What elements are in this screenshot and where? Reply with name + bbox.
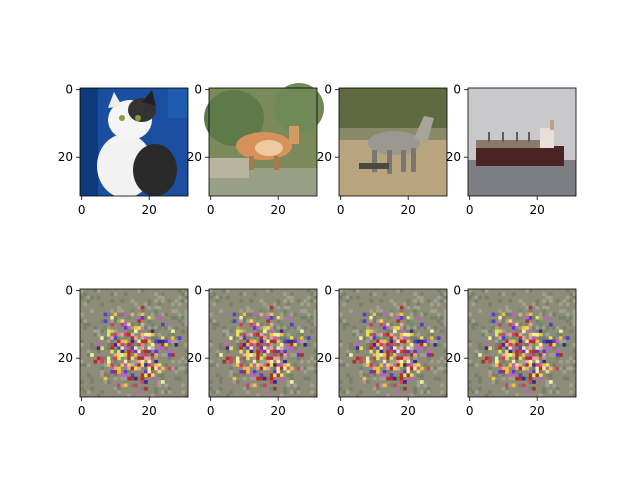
- y-tick-label: 0: [194, 284, 202, 298]
- x-tick-label: 0: [466, 203, 474, 217]
- x-tick-label: 0: [337, 203, 345, 217]
- axis-frame: [79, 288, 189, 398]
- y-tick-label: 0: [324, 83, 332, 97]
- x-tick-label: 20: [271, 404, 286, 418]
- panel-noise-2: 0 20 0 20: [187, 284, 318, 418]
- y-tick-label: 0: [65, 284, 73, 298]
- panel-deer: 0 20 0 20: [187, 83, 324, 217]
- y-tick-label: 0: [194, 83, 202, 97]
- y-tick-label: 20: [317, 351, 332, 365]
- panel-cat: 0 20 0 20: [58, 83, 189, 217]
- x-tick-label: 0: [78, 404, 86, 418]
- x-tick-label: 0: [337, 404, 345, 418]
- axis-frame: [467, 288, 577, 398]
- x-tick-label: 0: [207, 203, 215, 217]
- panel-image-ship: [468, 88, 576, 196]
- panel-image-noise-3: [339, 289, 448, 398]
- y-tick-label: 0: [65, 83, 73, 97]
- y-tick-label: 0: [324, 284, 332, 298]
- y-tick-label: 20: [187, 150, 202, 164]
- panel-image-horse: [339, 88, 447, 196]
- x-tick-label: 20: [142, 203, 157, 217]
- panel-image-deer: [204, 83, 324, 196]
- y-tick-label: 20: [187, 351, 202, 365]
- panel-image-noise-1: [80, 289, 189, 398]
- y-tick-label: 20: [317, 150, 332, 164]
- y-tick-label: 0: [453, 83, 461, 97]
- panel-horse: 0 20 0 20: [317, 83, 448, 217]
- panel-ship: 0 20 0 20: [446, 83, 577, 217]
- x-tick-label: 20: [401, 203, 416, 217]
- panel-image-cat: [80, 88, 188, 198]
- x-tick-label: 0: [466, 404, 474, 418]
- axis-frame: [467, 87, 577, 197]
- y-tick-label: 0: [453, 284, 461, 298]
- panel-image-noise-2: [209, 289, 318, 398]
- panel-noise-3: 0 20 0 20: [317, 284, 448, 418]
- x-tick-label: 20: [401, 404, 416, 418]
- panel-noise-1: 0 20 0 20: [58, 284, 189, 418]
- x-tick-label: 20: [530, 203, 545, 217]
- x-tick-label: 20: [271, 203, 286, 217]
- y-tick-label: 20: [446, 150, 461, 164]
- panel-image-noise-4: [468, 289, 577, 398]
- x-tick-label: 0: [207, 404, 215, 418]
- axis-frame: [338, 87, 448, 197]
- y-tick-label: 20: [446, 351, 461, 365]
- axis-frame: [208, 288, 318, 398]
- panel-noise-4: 0 20 0 20: [446, 284, 577, 418]
- x-tick-label: 20: [530, 404, 545, 418]
- y-tick-label: 20: [58, 150, 73, 164]
- x-tick-label: 20: [142, 404, 157, 418]
- axis-frame: [338, 288, 448, 398]
- y-tick-label: 20: [58, 351, 73, 365]
- x-tick-label: 0: [78, 203, 86, 217]
- axis-frame: [208, 87, 318, 197]
- axis-frame: [79, 87, 189, 197]
